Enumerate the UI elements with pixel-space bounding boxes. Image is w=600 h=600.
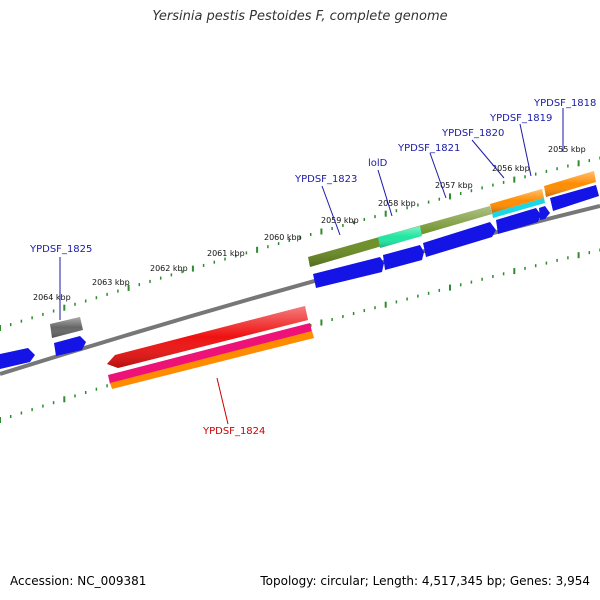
- label-leaders: [59, 108, 564, 425]
- gene-feature[interactable]: [313, 257, 384, 288]
- kbp-label: 2064 kbp: [33, 293, 71, 302]
- kbp-label: 2063 kbp: [92, 278, 130, 287]
- gene-labels: YPDSF_1825 YPDSF_1823 lolD YPDSF_1821 YP…: [29, 98, 596, 437]
- kbp-label: 2058 kbp: [378, 199, 416, 208]
- gene-feature[interactable]: [496, 208, 541, 234]
- kbp-label: 2057 kbp: [435, 181, 473, 190]
- gene-label[interactable]: YPDSF_1824: [202, 426, 265, 437]
- kbp-label: 2059 kbp: [321, 216, 359, 225]
- gene-feature[interactable]: [110, 331, 314, 389]
- gene-label[interactable]: YPDSF_1821: [397, 143, 460, 154]
- gene-feature[interactable]: [108, 323, 312, 384]
- kbp-label: 2055 kbp: [548, 145, 586, 154]
- gene-feature[interactable]: [550, 185, 599, 211]
- gene-feature[interactable]: [54, 336, 86, 356]
- gene-feature[interactable]: [423, 222, 496, 257]
- gene-label[interactable]: YPDSF_1823: [294, 174, 357, 185]
- gene-label[interactable]: lolD: [368, 158, 388, 169]
- genome-backbone: [0, 204, 600, 376]
- reverse-features: [107, 306, 314, 389]
- gene-label[interactable]: YPDSF_1820: [441, 128, 504, 139]
- gene-label[interactable]: YPDSF_1819: [489, 113, 552, 124]
- kbp-label: 2061 kbp: [207, 249, 245, 258]
- forward-features: [0, 171, 599, 369]
- kbp-labels: 2064 kbp 2063 kbp 2062 kbp 2061 kbp 2060…: [33, 145, 586, 302]
- genome-summary-text: Topology: circular; Length: 4,517,345 bp…: [260, 574, 590, 588]
- kbp-label: 2062 kbp: [150, 264, 188, 273]
- gene-label[interactable]: YPDSF_1825: [29, 244, 92, 255]
- genome-title: Yersinia pestis Pestoides F, complete ge…: [152, 9, 448, 24]
- accession-text: Accession: NC_009381: [10, 574, 147, 588]
- gene-feature[interactable]: [539, 206, 550, 220]
- kbp-label: 2060 kbp: [264, 233, 302, 242]
- gene-feature[interactable]: [0, 348, 35, 369]
- kbp-label: 2056 kbp: [492, 164, 530, 173]
- gene-feature[interactable]: [492, 198, 545, 218]
- gene-feature[interactable]: [383, 245, 424, 270]
- outer-tick-ring: [0, 156, 600, 331]
- gene-label[interactable]: YPDSF_1818: [533, 98, 596, 109]
